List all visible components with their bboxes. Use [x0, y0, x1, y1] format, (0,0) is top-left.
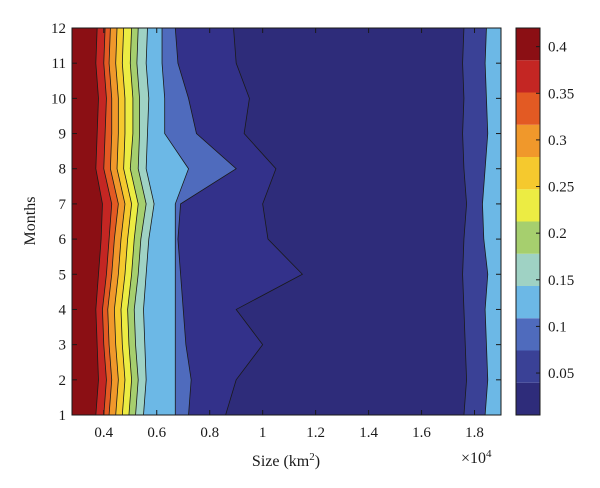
colorbar-frame	[515, 27, 541, 416]
colorbar-swatch	[516, 124, 540, 157]
x-tick-label: 1.8	[465, 425, 484, 441]
y-tick-label: 2	[59, 373, 67, 389]
colorbar-tick-label: 0.3	[548, 133, 567, 149]
x-multiplier-label: ×104	[461, 448, 492, 467]
x-tick-label: 0.8	[200, 425, 219, 441]
colorbar-ticks: 0.05 0.1 0.15 0.2 0.25 0.3 0.35 0.4	[536, 40, 574, 382]
colorbar-swatch	[516, 286, 540, 319]
colorbar-swatch	[516, 28, 540, 61]
colorbar-swatch	[516, 318, 540, 351]
colorbar-swatch	[516, 157, 540, 190]
y-tick-label: 10	[51, 91, 66, 107]
contour-band-left-10	[72, 28, 103, 415]
y-tick-label: 3	[59, 338, 67, 354]
colorbar-swatch	[516, 350, 540, 383]
colorbar-tick-label: 0.4	[548, 40, 567, 56]
y-tick-label: 11	[52, 56, 66, 72]
colorbar-swatch	[516, 60, 540, 93]
contour-band-right-2	[482, 28, 501, 415]
y-axis-label: Months	[22, 197, 39, 246]
y-tick-label: 8	[59, 162, 67, 178]
x-axis-label-main: Size (km	[252, 453, 310, 470]
colorbar-tick-label: 0.05	[548, 366, 574, 382]
x-axis-label-suffix: )	[315, 453, 320, 470]
x-tick-label: 1.2	[306, 425, 325, 441]
colorbar-tick-label: 0.15	[548, 273, 574, 289]
contour-bands	[72, 28, 501, 415]
colorbar-swatch	[516, 253, 540, 286]
y-tick-label: 9	[59, 127, 67, 143]
y-tick-label: 12	[51, 21, 66, 37]
colorbar-tick-label: 0.2	[548, 226, 567, 242]
x-multiplier-base: ×10	[461, 450, 486, 467]
plot-frame	[71, 27, 502, 416]
x-multiplier-exponent: 4	[486, 448, 492, 460]
colorbar-tick-label: 0.25	[548, 180, 574, 196]
y-tick-label: 7	[59, 197, 67, 213]
y-tick-label: 6	[59, 232, 67, 248]
colorbar-tick-label: 0.1	[548, 319, 567, 335]
colorbar-swatch	[516, 221, 540, 254]
colorbar-swatch	[516, 189, 540, 222]
x-tick-label: 0.4	[94, 425, 113, 441]
x-axis-label: Size (km2)	[252, 451, 320, 470]
x-tick-label: 1.6	[412, 425, 431, 441]
x-tick-label: 1.4	[359, 425, 378, 441]
y-tick-label: 1	[59, 408, 67, 424]
colorbar-swatch	[516, 382, 540, 415]
x-axis-label-superscript: 2	[309, 451, 315, 463]
colorbar-swatch	[516, 92, 540, 125]
x-axis-ticks: 0.4 0.6 0.8 1 1.2 1.4 1.6 1.8	[94, 28, 484, 441]
y-tick-label: 5	[59, 267, 67, 283]
colorbar-bands	[516, 28, 540, 415]
colorbar: 0.05 0.1 0.15 0.2 0.25 0.3 0.35 0.4	[515, 27, 574, 416]
y-tick-label: 4	[59, 302, 67, 318]
x-tick-label: 0.6	[147, 425, 166, 441]
plot-area	[71, 27, 502, 416]
x-tick-label: 1	[259, 425, 267, 441]
colorbar-tick-label: 0.35	[548, 86, 574, 102]
